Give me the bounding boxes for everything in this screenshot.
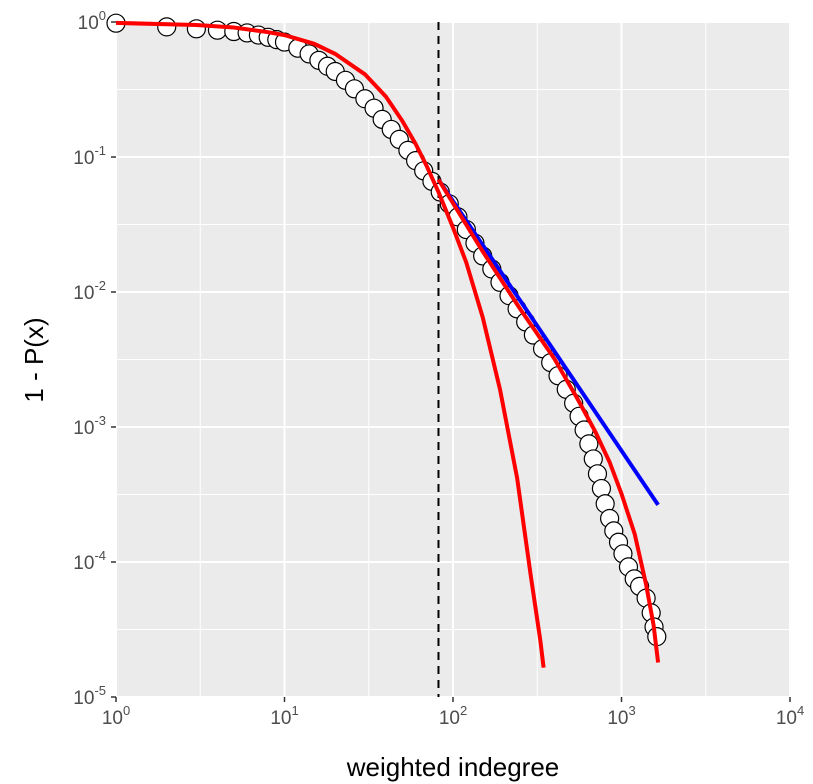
fit-line-red-full	[115, 20, 546, 668]
x-tick-label: 104	[776, 703, 804, 729]
x-tick-label: 103	[607, 703, 635, 729]
x-axis-title: weighted indegree	[346, 752, 560, 782]
x-tick-label: 100	[102, 703, 130, 729]
fit-lines	[115, 20, 661, 697]
data-point	[186, 19, 206, 39]
y-tick-label: 10-1	[73, 143, 106, 169]
x-tick-label: 102	[439, 703, 467, 729]
x-tick-labels: 100 101 102 103 104	[102, 703, 804, 729]
y-tick-labels: 100 10-1 10-2 10-3 10-4 10-5	[73, 8, 106, 709]
y-tick-label: 10-2	[73, 278, 106, 304]
fit-line-blue	[436, 178, 660, 507]
data-point	[207, 20, 228, 40]
y-tick-label: 10-4	[73, 548, 106, 574]
data-point	[157, 17, 177, 37]
grid-major	[115, 21, 791, 698]
y-tick-label: 10-3	[73, 413, 106, 439]
y-tick-label: 100	[78, 8, 106, 34]
axis-ticks	[111, 21, 791, 702]
fit-line-red-tail	[436, 178, 661, 663]
y-axis-title: 1 - P(x)	[19, 317, 49, 402]
x-tick-label: 101	[270, 703, 298, 729]
y-tick-label: 10-5	[73, 683, 106, 709]
